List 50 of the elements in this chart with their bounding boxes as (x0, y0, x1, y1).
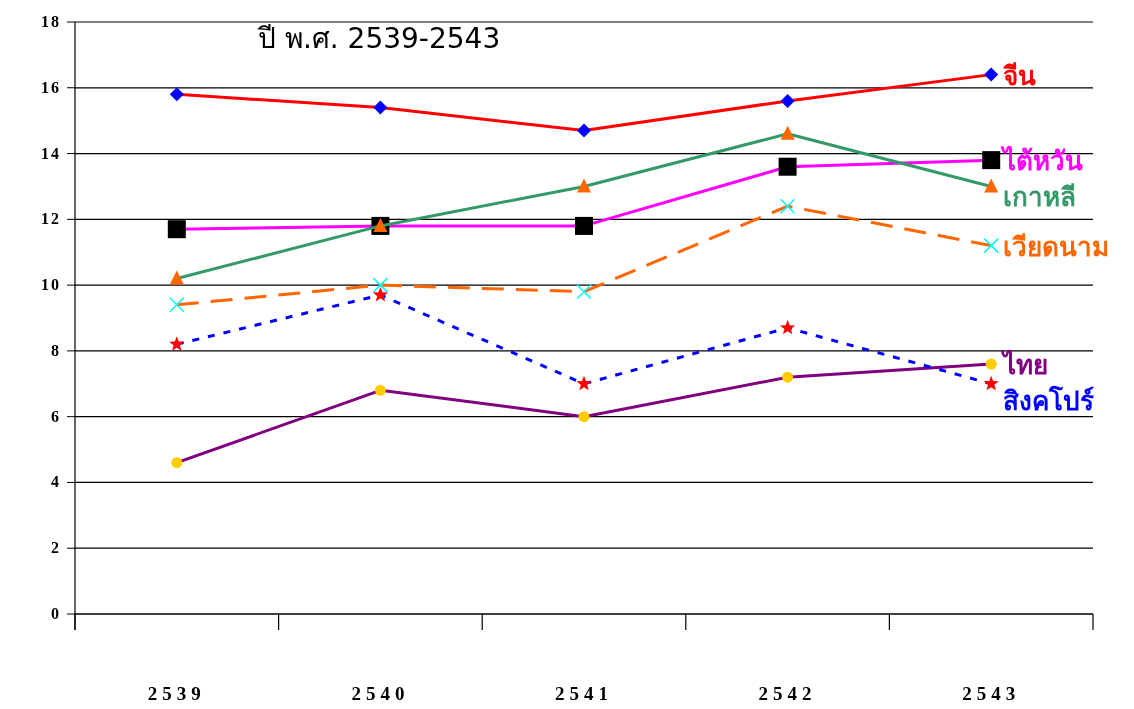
point (779, 198, 796, 214)
y-tick-label: 12 (41, 210, 61, 228)
chart-title: ปี พ.ศ. 2539-2543 (257, 22, 501, 55)
point (982, 151, 1001, 170)
series-label: จีน (1003, 60, 1036, 91)
point (171, 457, 183, 469)
x-tick-label: 2540 (351, 683, 410, 704)
series-label: ไทย (1000, 349, 1048, 381)
point (373, 100, 388, 115)
point (778, 157, 797, 176)
y-tick-label: 14 (41, 144, 61, 162)
x-tick-label: 2543 (962, 683, 1021, 704)
series-label: สิงคโปร์ (1003, 385, 1094, 417)
point (779, 319, 796, 335)
series-label: ไต้หวัน (1000, 145, 1083, 177)
point (169, 336, 185, 351)
point (374, 384, 386, 396)
point (984, 178, 999, 193)
y-tick-label: 8 (51, 341, 61, 359)
point (576, 375, 592, 391)
point (167, 220, 186, 239)
point (578, 411, 590, 423)
y-tick-label: 6 (51, 407, 61, 425)
point (782, 371, 794, 383)
y-tick-label: 16 (41, 78, 61, 96)
point (780, 93, 795, 108)
x-tick-label: 2539 (147, 683, 206, 704)
point (780, 125, 795, 140)
series-label: เวียดนาม (1003, 231, 1109, 262)
point (985, 358, 997, 370)
point (372, 286, 389, 302)
x-tick-label: 2541 (555, 683, 613, 704)
point (372, 277, 389, 293)
y-tick-label: 2 (51, 539, 61, 557)
point (577, 123, 591, 138)
y-tick-label: 10 (41, 276, 61, 294)
point (169, 297, 185, 313)
point (576, 283, 592, 300)
series-label: เกาหลี (1003, 182, 1076, 213)
point (983, 237, 999, 254)
point (169, 87, 184, 102)
point (984, 67, 999, 82)
point (575, 216, 593, 235)
y-tick-label: 18 (41, 13, 61, 30)
x-tick-label: 2542 (758, 683, 817, 704)
y-tick-label: 4 (51, 473, 61, 491)
point (983, 375, 999, 391)
point (169, 270, 184, 285)
y-tick-label: 0 (51, 605, 61, 622)
point (577, 178, 591, 193)
